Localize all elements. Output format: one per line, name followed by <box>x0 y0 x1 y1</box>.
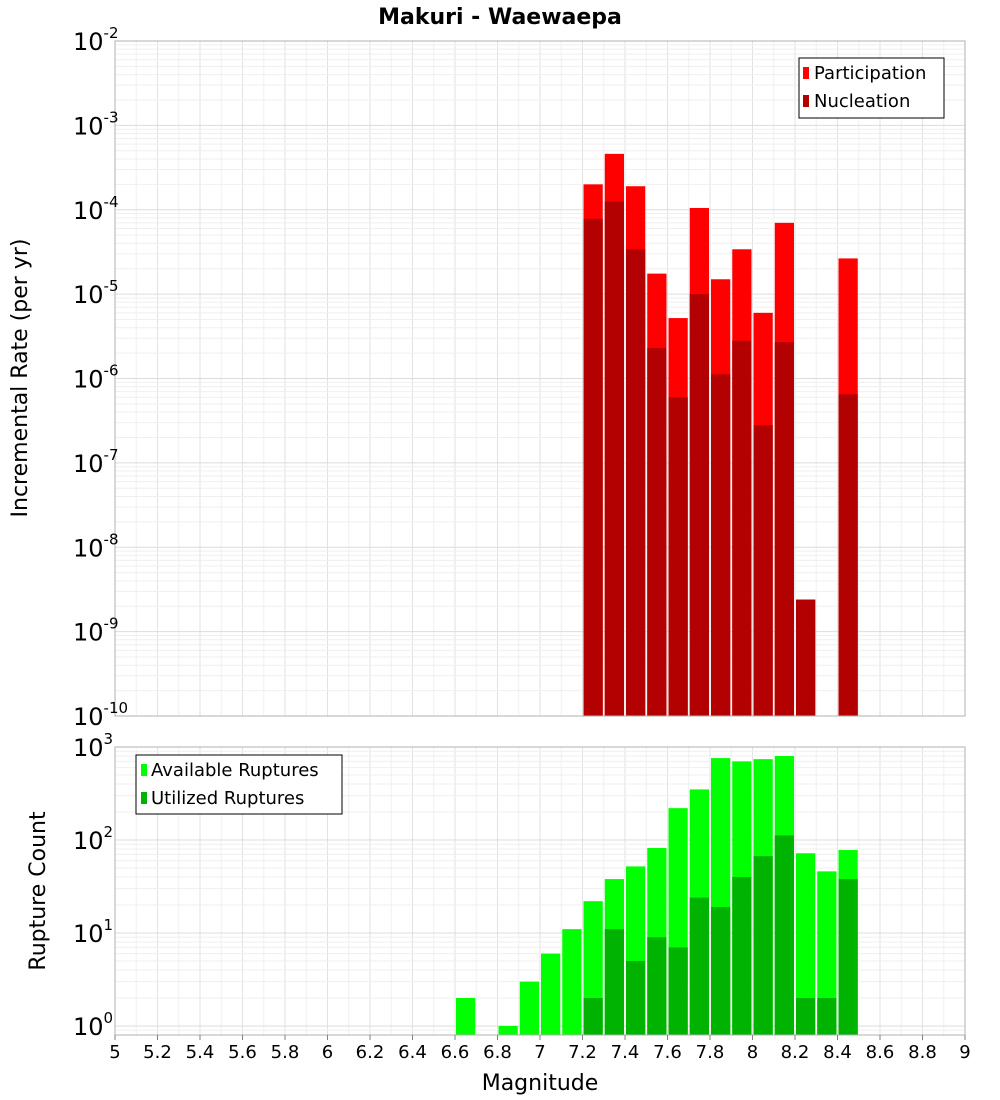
bottom-bar-utilized-ruptures <box>817 997 837 1035</box>
top-plot-frame <box>114 40 966 717</box>
bottom-bar-utilized-ruptures <box>732 877 752 1035</box>
top-plot-bars <box>583 153 858 717</box>
x-tick-label: 7 <box>534 1042 545 1063</box>
bottom-bar-available-ruptures <box>541 953 561 1035</box>
bottom-bar-utilized-ruptures <box>604 929 624 1035</box>
top-bar-nucleation <box>604 201 624 716</box>
bottom-legend: Available Ruptures Utilized Ruptures <box>135 754 343 815</box>
legend-label-participation: Participation <box>814 63 926 84</box>
bottom-bar-utilized-ruptures <box>711 907 731 1035</box>
top-y-axis-ticks: 10-10 10-9 10-8 10-7 10-6 10-5 10-4 10-3 10-2 <box>73 24 128 731</box>
x-tick-label: 8.4 <box>823 1042 852 1063</box>
x-tick-label: 8.6 <box>866 1042 895 1063</box>
bottom-bar-available-ruptures <box>519 981 539 1035</box>
bottom-bar-available-ruptures <box>796 853 816 1035</box>
y-tick-label: 10-2 <box>73 24 119 56</box>
x-tick-label: 8 <box>747 1042 758 1063</box>
top-bar-nucleation <box>689 294 709 716</box>
legend-swatch-nucleation <box>803 95 809 107</box>
bottom-y-axis-ticks: 100 101 102 103 <box>73 730 113 1041</box>
top-bar-nucleation <box>796 599 816 716</box>
x-tick-label: 7.6 <box>653 1042 682 1063</box>
top-bar-nucleation <box>774 342 794 716</box>
bottom-bar-utilized-ruptures <box>753 856 773 1035</box>
top-bar-nucleation <box>838 394 858 716</box>
y-tick-label: 10-6 <box>73 362 119 394</box>
x-tick-label: 5.8 <box>271 1042 300 1063</box>
top-legend: Participation Nucleation <box>798 57 945 119</box>
top-plot-gridlines <box>114 40 966 717</box>
bottom-bar-available-ruptures <box>498 1025 518 1035</box>
y-tick-label: 10-7 <box>73 446 119 478</box>
top-y-axis-label: Incremental Rate (per yr) <box>8 239 33 518</box>
legend-swatch-participation <box>803 67 809 79</box>
x-tick-label: 6.4 <box>398 1042 427 1063</box>
x-tick-label: 9 <box>959 1042 970 1063</box>
x-tick-label: 6.6 <box>441 1042 470 1063</box>
bottom-bar-available-ruptures <box>456 997 476 1035</box>
bottom-bar-utilized-ruptures <box>626 960 646 1035</box>
chart-title: Makuri - Waewaepa <box>378 5 622 30</box>
y-tick-label: 10-5 <box>73 277 119 309</box>
legend-label-available: Available Ruptures <box>151 760 319 781</box>
y-tick-label: 10-9 <box>73 615 119 647</box>
y-tick-label: 10-10 <box>73 699 128 731</box>
x-tick-label: 5 <box>109 1042 120 1063</box>
x-tick-label: 7.8 <box>696 1042 725 1063</box>
y-tick-label: 100 <box>73 1009 113 1041</box>
x-tick-label: 8.2 <box>781 1042 810 1063</box>
bottom-bar-utilized-ruptures <box>838 879 858 1035</box>
x-tick-label: 6.2 <box>356 1042 385 1063</box>
y-tick-label: 102 <box>73 823 113 855</box>
bottom-bar-utilized-ruptures <box>668 947 688 1035</box>
bottom-bar-utilized-ruptures <box>689 897 709 1035</box>
y-tick-label: 101 <box>73 916 113 948</box>
top-bar-nucleation <box>668 397 688 716</box>
bottom-plot-bars <box>456 756 858 1035</box>
bottom-bar-utilized-ruptures <box>796 997 816 1035</box>
bottom-bar-available-ruptures <box>817 871 837 1035</box>
bottom-y-axis-label: Rupture Count <box>26 811 51 971</box>
bottom-bar-utilized-ruptures <box>774 835 794 1035</box>
bottom-bar-available-ruptures <box>562 929 582 1035</box>
top-bar-nucleation <box>711 374 731 716</box>
y-tick-label: 10-8 <box>73 530 119 562</box>
top-bar-nucleation <box>626 249 646 716</box>
legend-label-nucleation: Nucleation <box>814 91 910 112</box>
x-tick-label: 6 <box>322 1042 333 1063</box>
top-bar-nucleation <box>647 347 667 716</box>
top-bar-nucleation <box>583 218 603 716</box>
x-tick-label: 7.2 <box>568 1042 597 1063</box>
top-bar-nucleation <box>753 425 773 716</box>
x-tick-label: 7.4 <box>611 1042 640 1063</box>
x-tick-label: 5.6 <box>228 1042 257 1063</box>
x-axis-ticks: 5 5.2 5.4 5.6 5.8 6 6.2 6.4 6.6 6.8 7 7.2 7.4 7.6 7.8 8… <box>109 1035 971 1063</box>
bottom-bar-utilized-ruptures <box>647 937 667 1035</box>
x-axis-label: Magnitude <box>482 1071 599 1096</box>
y-tick-label: 10-4 <box>73 193 119 225</box>
legend-swatch-available <box>141 764 147 776</box>
y-tick-label: 103 <box>73 730 113 762</box>
x-tick-label: 8.8 <box>908 1042 937 1063</box>
legend-label-utilized: Utilized Ruptures <box>151 788 304 809</box>
legend-swatch-utilized <box>141 792 147 804</box>
y-tick-label: 10-3 <box>73 108 119 140</box>
x-tick-label: 6.8 <box>483 1042 512 1063</box>
x-tick-label: 5.4 <box>186 1042 215 1063</box>
top-bar-nucleation <box>732 340 752 716</box>
x-tick-label: 5.2 <box>143 1042 172 1063</box>
bottom-bar-utilized-ruptures <box>583 997 603 1035</box>
